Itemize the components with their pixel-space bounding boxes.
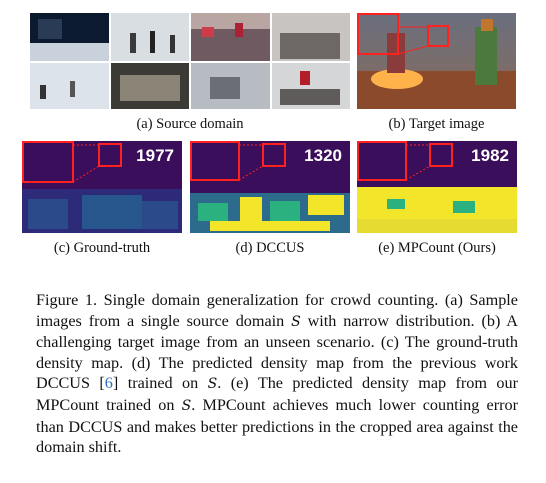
target-image-photo <box>357 13 516 109</box>
caption-part-1: Figure 1. Single domain generalization f… <box>36 291 518 330</box>
ground-truth-count: 1977 <box>136 146 174 165</box>
zoom-inset-box <box>357 13 399 55</box>
domain-symbol: S <box>291 313 301 330</box>
domain-symbol-3: S <box>181 397 192 414</box>
mpcount-density <box>357 141 517 233</box>
dccus-density <box>190 141 350 233</box>
density-map-mpcount: 1982 <box>357 141 517 233</box>
density-map-dccus: 1320 <box>190 141 350 233</box>
panel-e-caption-text: (e) MPCount (Ours) <box>378 240 496 256</box>
crop-region-box <box>427 25 449 47</box>
figure-caption: Figure 1. Single domain generalization f… <box>36 290 518 458</box>
panel-d-caption-text: (d) DCCUS <box>235 240 305 256</box>
source-domain-grid <box>30 13 350 109</box>
dccus-count: 1320 <box>304 146 342 165</box>
target-image <box>357 13 516 109</box>
panel-b-caption-text: (b) Target image <box>388 116 485 132</box>
panel-c-caption-text: (c) Ground-truth <box>53 240 151 256</box>
citation-link[interactable]: 6 <box>104 374 113 393</box>
density-map-ground-truth: 1977 <box>22 141 182 233</box>
source-domain-images <box>30 13 350 109</box>
caption-part-3: ] trained on <box>112 374 208 393</box>
domain-symbol-2: S <box>207 376 218 393</box>
ground-truth-density <box>22 141 182 233</box>
panel-a-caption-text: (a) Source domain <box>136 116 244 132</box>
caption-part-2: with narrow distribution. (b) A challeng… <box>36 311 518 393</box>
caption-part-5: . MPCount achieves much lower counting e… <box>36 395 518 457</box>
mpcount-count: 1982 <box>471 146 509 165</box>
caption-part-4: . (e) The predicted density map from our… <box>36 374 518 414</box>
